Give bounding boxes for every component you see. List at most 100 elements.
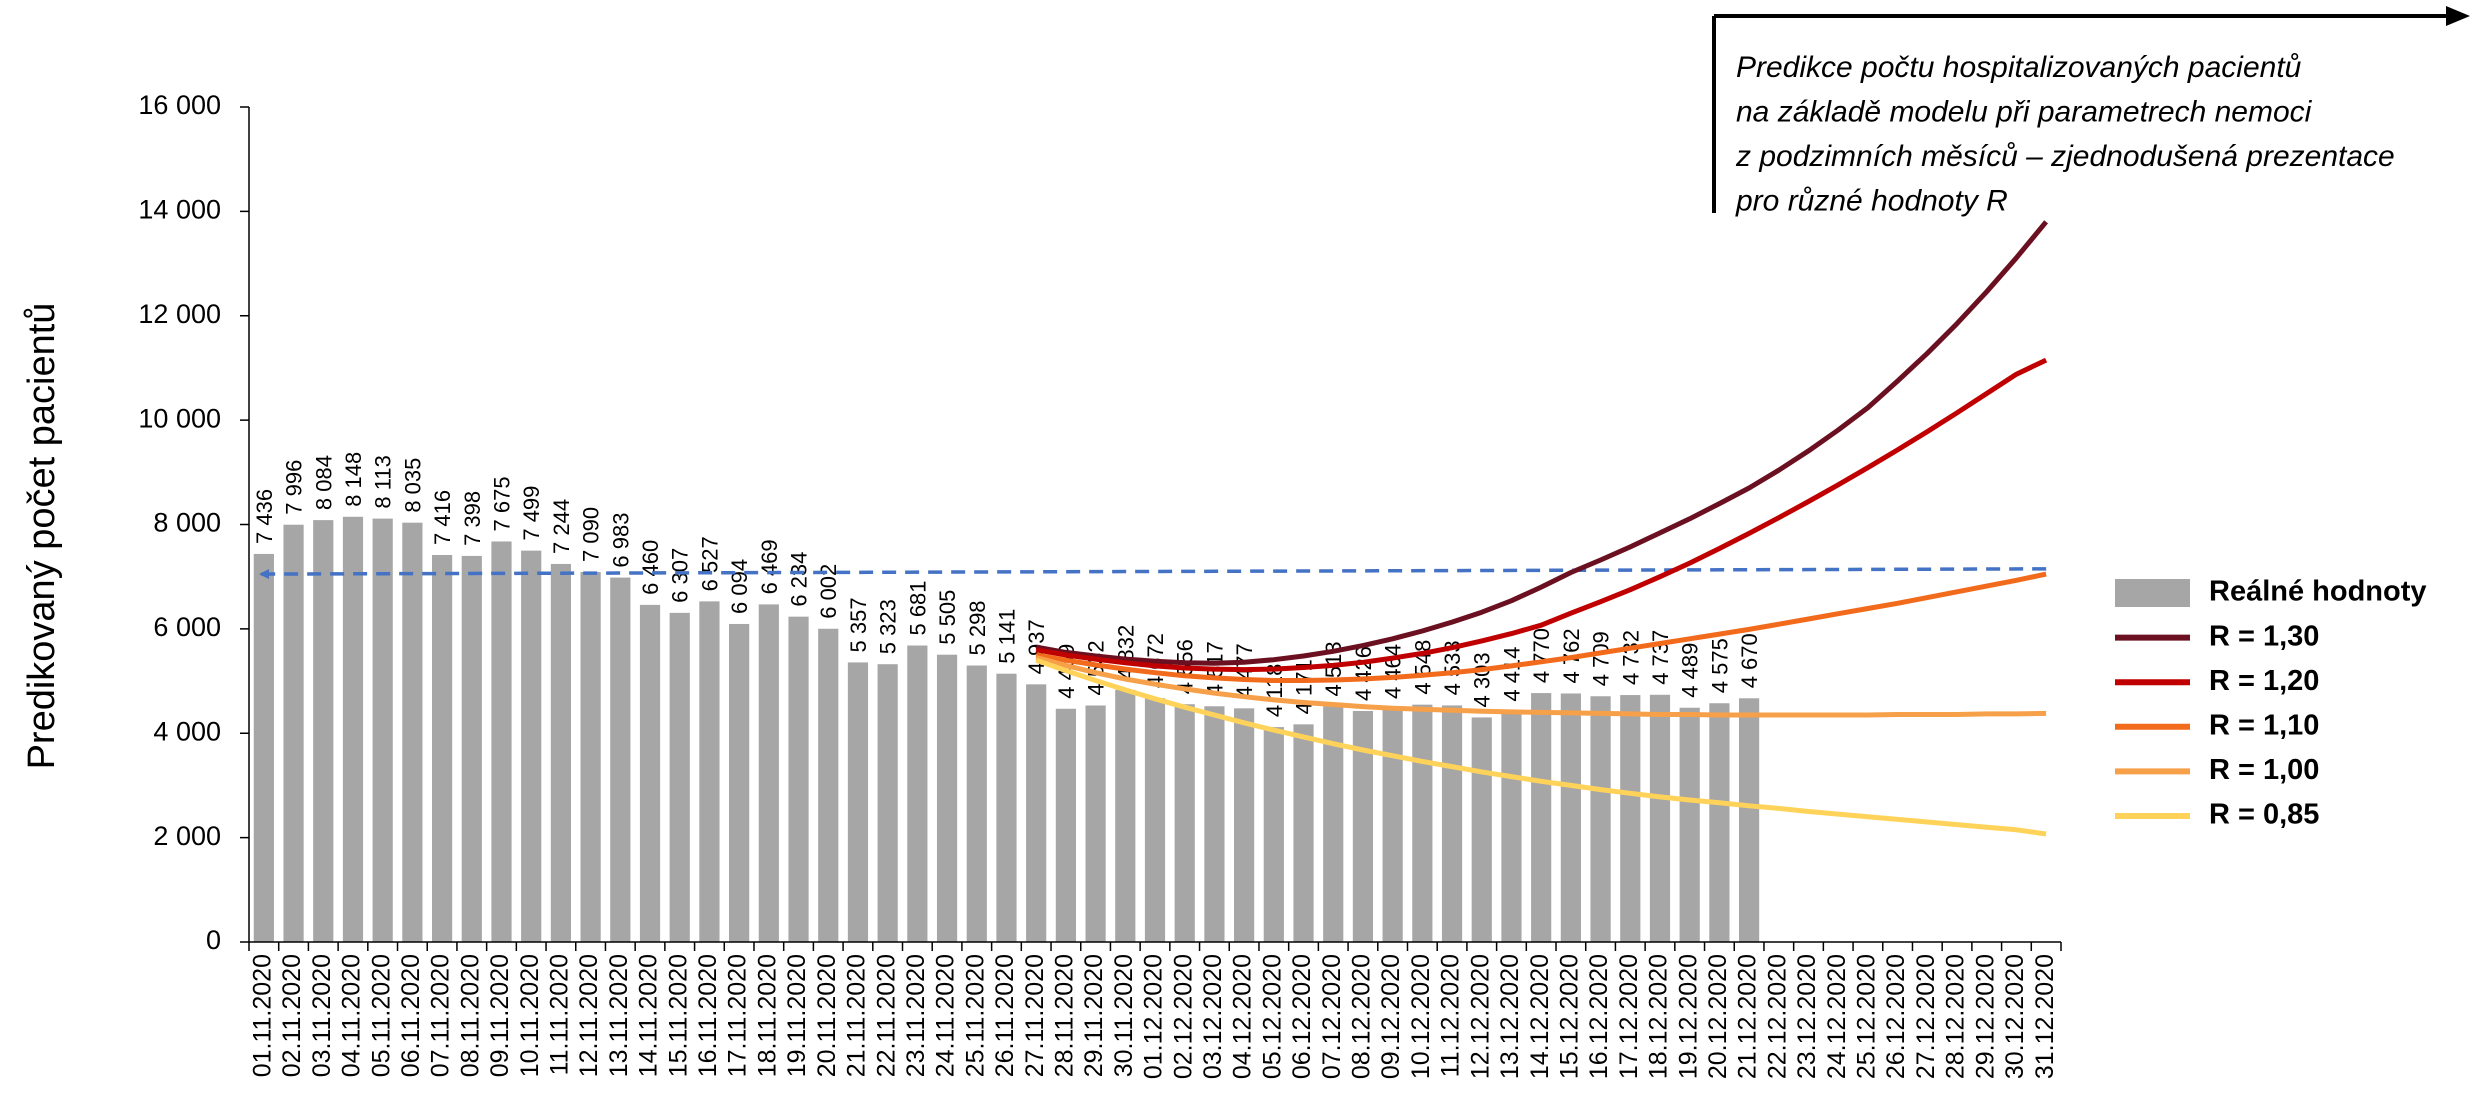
x-tick-label: 03.12.2020 bbox=[1199, 954, 1227, 1079]
bar bbox=[461, 555, 482, 942]
x-tick-label: 15.11.2020 bbox=[664, 954, 692, 1077]
data-label: 5 681 bbox=[905, 580, 930, 635]
x-tick-label: 28.12.2020 bbox=[1942, 954, 1970, 1079]
data-label: 4 489 bbox=[1678, 643, 1703, 698]
bar bbox=[729, 623, 750, 942]
x-tick-label: 01.11.2020 bbox=[248, 954, 276, 1077]
series-line bbox=[1035, 655, 2047, 718]
bar bbox=[847, 662, 869, 942]
x-tick-label: 31.12.2020 bbox=[2031, 954, 2059, 1079]
bar bbox=[1620, 695, 1641, 942]
annotation-text: pro různé hodnoty R bbox=[1735, 184, 2008, 217]
bar bbox=[1144, 698, 1166, 942]
bar bbox=[1382, 709, 1403, 942]
bar bbox=[1471, 717, 1492, 942]
bar bbox=[1352, 711, 1374, 942]
x-tick-label: 14.12.2020 bbox=[1526, 954, 1554, 1079]
bar bbox=[639, 604, 661, 942]
x-tick-label: 29.11.2020 bbox=[1080, 954, 1108, 1077]
x-tick-label: 21.12.2020 bbox=[1734, 954, 1762, 1079]
x-tick-label: 16.12.2020 bbox=[1585, 954, 1613, 1079]
bar bbox=[1501, 711, 1522, 942]
data-label: 6 094 bbox=[727, 559, 752, 614]
x-tick-label: 17.11.2020 bbox=[724, 954, 752, 1077]
bar bbox=[1560, 693, 1581, 942]
data-label: 4 548 bbox=[1410, 640, 1435, 695]
data-label: 7 090 bbox=[579, 507, 604, 562]
x-tick-label: 11.12.2020 bbox=[1437, 954, 1465, 1077]
bar bbox=[372, 518, 393, 942]
bar bbox=[936, 654, 958, 942]
data-label: 5 298 bbox=[965, 600, 990, 655]
x-tick-label: 12.11.2020 bbox=[575, 954, 603, 1077]
data-label: 7 416 bbox=[430, 490, 455, 545]
bar bbox=[1293, 724, 1314, 942]
legend-label: R = 0,85 bbox=[2209, 799, 2319, 831]
data-label: 7 675 bbox=[489, 476, 514, 531]
x-tick-label: 11.11.2020 bbox=[546, 954, 574, 1075]
bar bbox=[1709, 703, 1730, 942]
x-tick-label: 04.11.2020 bbox=[338, 954, 366, 1077]
y-tick-label: 16 000 bbox=[138, 90, 221, 120]
data-label: 8 113 bbox=[371, 455, 396, 508]
bar bbox=[1441, 705, 1463, 942]
y-tick-label: 12 000 bbox=[138, 299, 221, 329]
x-tick-label: 25.11.2020 bbox=[961, 954, 989, 1077]
bar bbox=[1323, 706, 1344, 942]
bar bbox=[788, 616, 809, 942]
bar bbox=[1738, 698, 1760, 942]
bar bbox=[1026, 684, 1047, 942]
legend-label: R = 1,00 bbox=[2209, 754, 2319, 786]
data-label: 6 469 bbox=[757, 539, 782, 594]
x-tick-label: 09.11.2020 bbox=[486, 954, 514, 1077]
data-label: 4 464 bbox=[1381, 644, 1406, 699]
bar bbox=[669, 612, 690, 942]
bar bbox=[550, 563, 572, 942]
x-tick-label: 13.11.2020 bbox=[605, 954, 633, 1077]
data-label: 8 148 bbox=[341, 452, 366, 507]
annotation-arrow-head bbox=[2446, 6, 2470, 26]
bar bbox=[431, 554, 453, 942]
y-tick-label: 2 000 bbox=[153, 821, 221, 851]
bar bbox=[1115, 689, 1136, 942]
x-tick-label: 23.12.2020 bbox=[1793, 954, 1821, 1079]
bar bbox=[699, 601, 720, 942]
x-tick-label: 12.12.2020 bbox=[1466, 954, 1494, 1079]
data-label: 4 737 bbox=[1648, 630, 1673, 685]
y-axis-title: Predikovaný počet pacientů bbox=[21, 303, 63, 770]
x-tick-label: 05.12.2020 bbox=[1258, 954, 1286, 1079]
bar bbox=[1649, 694, 1671, 942]
legend-label: R = 1,30 bbox=[2209, 620, 2319, 652]
x-tick-label: 05.11.2020 bbox=[367, 954, 395, 1077]
bar bbox=[877, 664, 898, 942]
x-tick-label: 22.11.2020 bbox=[872, 954, 900, 1077]
x-tick-label: 13.12.2020 bbox=[1496, 954, 1524, 1079]
data-label: 5 141 bbox=[994, 609, 1019, 664]
bar bbox=[758, 604, 779, 942]
series-line bbox=[1035, 657, 2047, 837]
data-label: 5 357 bbox=[846, 597, 871, 652]
x-tick-label: 18.12.2020 bbox=[1645, 954, 1673, 1079]
x-tick-label: 15.12.2020 bbox=[1555, 954, 1583, 1079]
bar bbox=[907, 645, 928, 942]
legend-label: R = 1,10 bbox=[2209, 709, 2319, 741]
series-line bbox=[1035, 571, 2047, 683]
data-label: 6 983 bbox=[608, 513, 633, 568]
y-tick-label: 14 000 bbox=[138, 195, 221, 225]
data-label: 6 460 bbox=[638, 540, 663, 595]
x-tick-label: 01.12.2020 bbox=[1140, 954, 1168, 1079]
bar bbox=[253, 553, 274, 942]
x-tick-label: 16.11.2020 bbox=[694, 954, 722, 1077]
data-label: 5 505 bbox=[935, 590, 960, 645]
x-tick-label: 07.12.2020 bbox=[1318, 954, 1346, 1079]
bar bbox=[1412, 704, 1433, 942]
annotation-text: na základě modelu při parametrech nemoci bbox=[1736, 95, 2313, 128]
x-tick-label: 14.11.2020 bbox=[635, 954, 663, 1077]
x-tick-label: 30.12.2020 bbox=[2001, 954, 2029, 1079]
x-tick-label: 06.12.2020 bbox=[1288, 954, 1316, 1079]
bar bbox=[1234, 708, 1255, 942]
data-label: 7 436 bbox=[252, 489, 277, 544]
x-tick-label: 19.11.2020 bbox=[783, 954, 811, 1077]
x-tick-label: 02.11.2020 bbox=[278, 954, 306, 1077]
